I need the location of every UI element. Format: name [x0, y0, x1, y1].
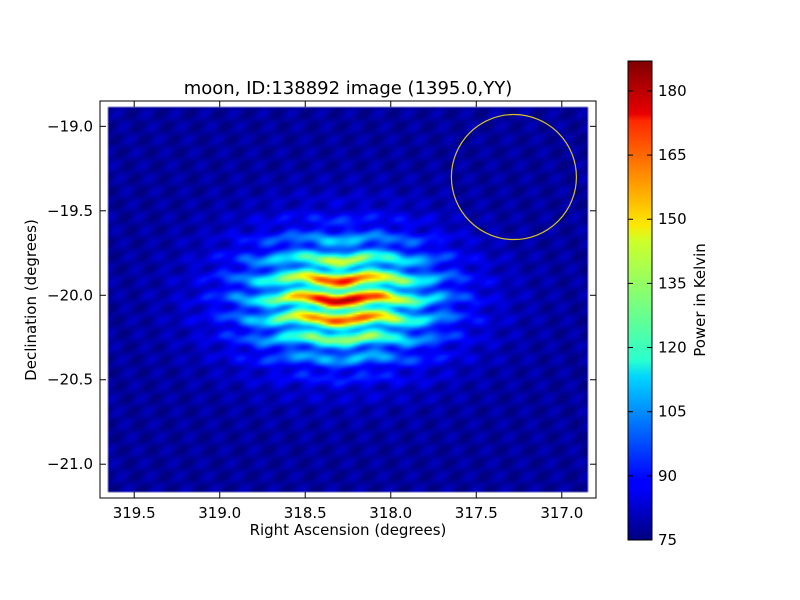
colorbar-tick-label: 105 — [658, 403, 687, 421]
plot-frame — [99, 100, 597, 499]
x-tick-label: 318.5 — [284, 504, 327, 522]
colorbar-tick-label: 135 — [658, 274, 687, 292]
colorbar-tick-label: 75 — [658, 531, 677, 549]
colorbar: 75 90 105 120 135 150 165 180 Power in Kelvin — [627, 60, 709, 549]
chart-title: moon, ID:138892 image (1395.0,YY) — [184, 78, 513, 99]
y-axis-ticks: −19.0 −19.5 −20.0 −20.5 −21.0 — [47, 117, 596, 473]
x-tick-label: 319.0 — [198, 504, 241, 522]
reference-circle — [450, 113, 578, 241]
colorbar-tick-label: 90 — [658, 467, 677, 485]
x-axis-ticks: 319.5 319.0 318.5 318.0 317.5 317.0 — [113, 101, 583, 522]
x-tick-label: 318.0 — [369, 504, 412, 522]
heatmap-image — [100, 101, 596, 498]
colorbar-tick-label: 120 — [658, 339, 687, 357]
x-axis-label: Right Ascension (degrees) — [250, 521, 447, 539]
y-tick-label: −20.0 — [47, 286, 93, 304]
y-tick-label: −21.0 — [47, 455, 93, 473]
colorbar-label: Power in Kelvin — [691, 243, 709, 357]
y-tick-label: −20.5 — [47, 371, 93, 389]
x-tick-label: 319.5 — [113, 504, 156, 522]
colorbar-ticks: 75 90 105 120 135 150 165 180 — [628, 82, 687, 549]
y-tick-label: −19.0 — [47, 117, 93, 135]
y-axis-label: Declination (degrees) — [22, 219, 40, 381]
colorbar-tick-label: 150 — [658, 210, 687, 228]
plot-area: 319.5 319.0 318.5 318.0 317.5 317.0 −19.0−19.… — [47, 100, 597, 522]
x-tick-label: 317.5 — [455, 504, 498, 522]
y-tick-label: −19.5 — [47, 202, 93, 220]
x-tick-label: 317.0 — [540, 504, 583, 522]
colorbar-tick-label: 165 — [658, 146, 687, 164]
colorbar-gradient — [627, 60, 653, 541]
colorbar-tick-label: 180 — [658, 82, 687, 100]
